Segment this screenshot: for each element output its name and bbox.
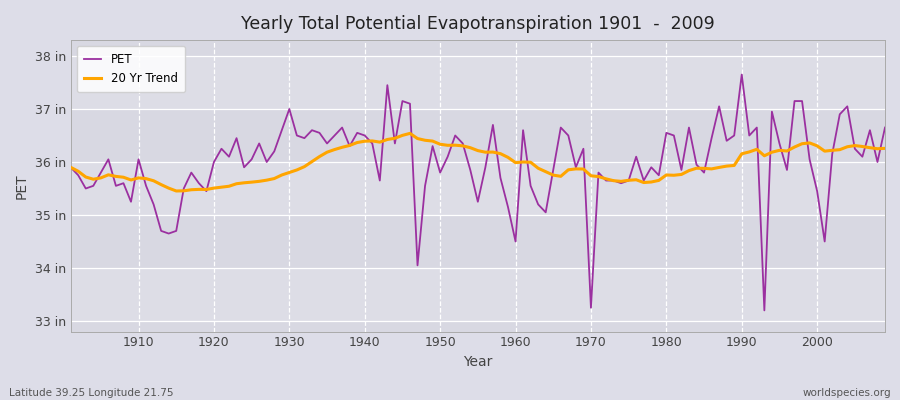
PET [600, 178, 611, 183]
PET [126, 199, 137, 204]
PET [759, 308, 769, 313]
20 Yr Trend [518, 160, 528, 164]
Bar [71, 56, 885, 109]
PET [736, 72, 747, 77]
20 Yr Trend [405, 131, 416, 136]
20 Yr Trend [526, 160, 536, 165]
Text: Latitude 39.25 Longitude 21.75: Latitude 39.25 Longitude 21.75 [9, 388, 174, 398]
20 Yr Trend [879, 146, 890, 151]
Bar [71, 162, 885, 215]
PET [502, 205, 513, 210]
20 Yr Trend [299, 164, 310, 169]
Y-axis label: PET: PET [15, 173, 29, 199]
PET [510, 239, 521, 244]
20 Yr Trend [345, 143, 356, 148]
20 Yr Trend [66, 165, 77, 170]
PET [879, 125, 890, 130]
PET [66, 165, 77, 170]
20 Yr Trend [126, 178, 137, 182]
Line: 20 Yr Trend: 20 Yr Trend [71, 133, 885, 191]
X-axis label: Year: Year [464, 355, 492, 369]
Line: PET: PET [71, 74, 885, 310]
20 Yr Trend [616, 179, 626, 184]
20 Yr Trend [171, 188, 182, 193]
Title: Yearly Total Potential Evapotranspiration 1901  -  2009: Yearly Total Potential Evapotranspiratio… [241, 15, 715, 33]
Legend: PET, 20 Yr Trend: PET, 20 Yr Trend [76, 46, 184, 92]
Bar [71, 268, 885, 321]
PET [337, 125, 347, 130]
Text: worldspecies.org: worldspecies.org [803, 388, 891, 398]
PET [292, 133, 302, 138]
